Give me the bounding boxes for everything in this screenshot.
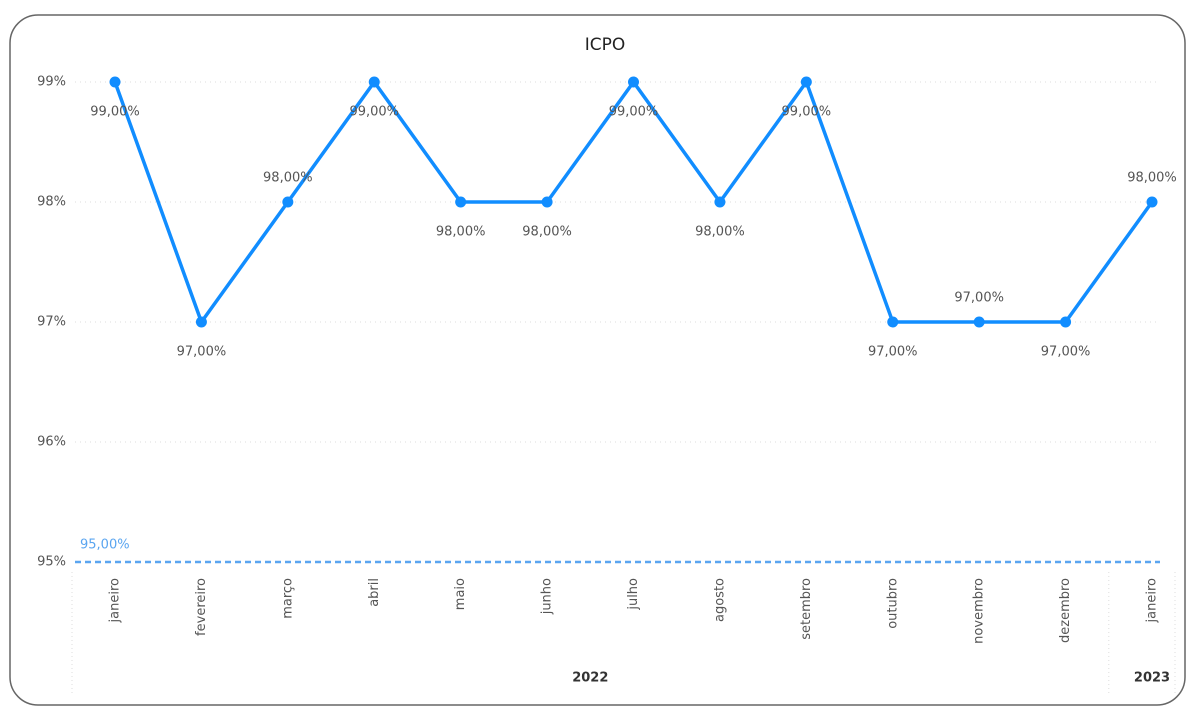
x-tick-label: novembro [972, 578, 987, 644]
data-label: 98,00% [263, 171, 313, 186]
point [714, 196, 726, 208]
data-label: 97,00% [954, 291, 1004, 306]
year-label: 2023 [1134, 671, 1170, 686]
data-label: 99,00% [90, 105, 140, 120]
point [195, 316, 207, 328]
x-tick-label: abril [367, 578, 382, 607]
point [628, 76, 639, 88]
data-label: 97,00% [177, 345, 227, 360]
data-label: 98,00% [695, 225, 745, 240]
x-tick-label: fevereiro [194, 578, 209, 636]
data-label: 97,00% [868, 345, 918, 360]
x-tick-label: outubro [885, 578, 900, 629]
point [368, 76, 380, 88]
chart-title: ICPO [585, 35, 626, 55]
x-tick-label: janeiro [108, 578, 123, 623]
x-tick-label: março [280, 578, 295, 619]
x-tick-label: janeiro [1145, 578, 1160, 623]
data-label: 99,00% [609, 105, 659, 120]
point [541, 196, 553, 208]
y-tick-label: 97% [37, 315, 66, 330]
point [455, 196, 467, 208]
data-label: 98,00% [436, 225, 486, 240]
data-label: 97,00% [1041, 345, 1091, 360]
y-tick-label: 95% [37, 555, 66, 570]
data-label: 98,00% [522, 225, 572, 240]
y-tick-label: 99% [37, 75, 66, 90]
card [9, 14, 1186, 706]
x-tick-label: setembro [799, 578, 814, 640]
x-tick-label: julho [626, 578, 641, 611]
year-label: 2022 [572, 671, 608, 686]
y-tick-label: 98% [37, 195, 66, 210]
x-tick-label: maio [453, 578, 468, 610]
point [973, 316, 985, 328]
point [282, 196, 294, 208]
point [109, 76, 121, 88]
point [1060, 316, 1072, 328]
point [887, 316, 899, 328]
data-label: 99,00% [782, 105, 832, 120]
reference-label: 95,00% [80, 538, 130, 553]
x-tick-label: agosto [712, 578, 727, 622]
x-tick-label: dezembro [1058, 578, 1073, 643]
point [800, 76, 812, 88]
data-label: 98,00% [1127, 171, 1177, 186]
data-label: 99,00% [349, 105, 399, 120]
point [1146, 196, 1158, 208]
y-tick-label: 96% [37, 435, 66, 450]
x-tick-label: junho [540, 578, 555, 615]
